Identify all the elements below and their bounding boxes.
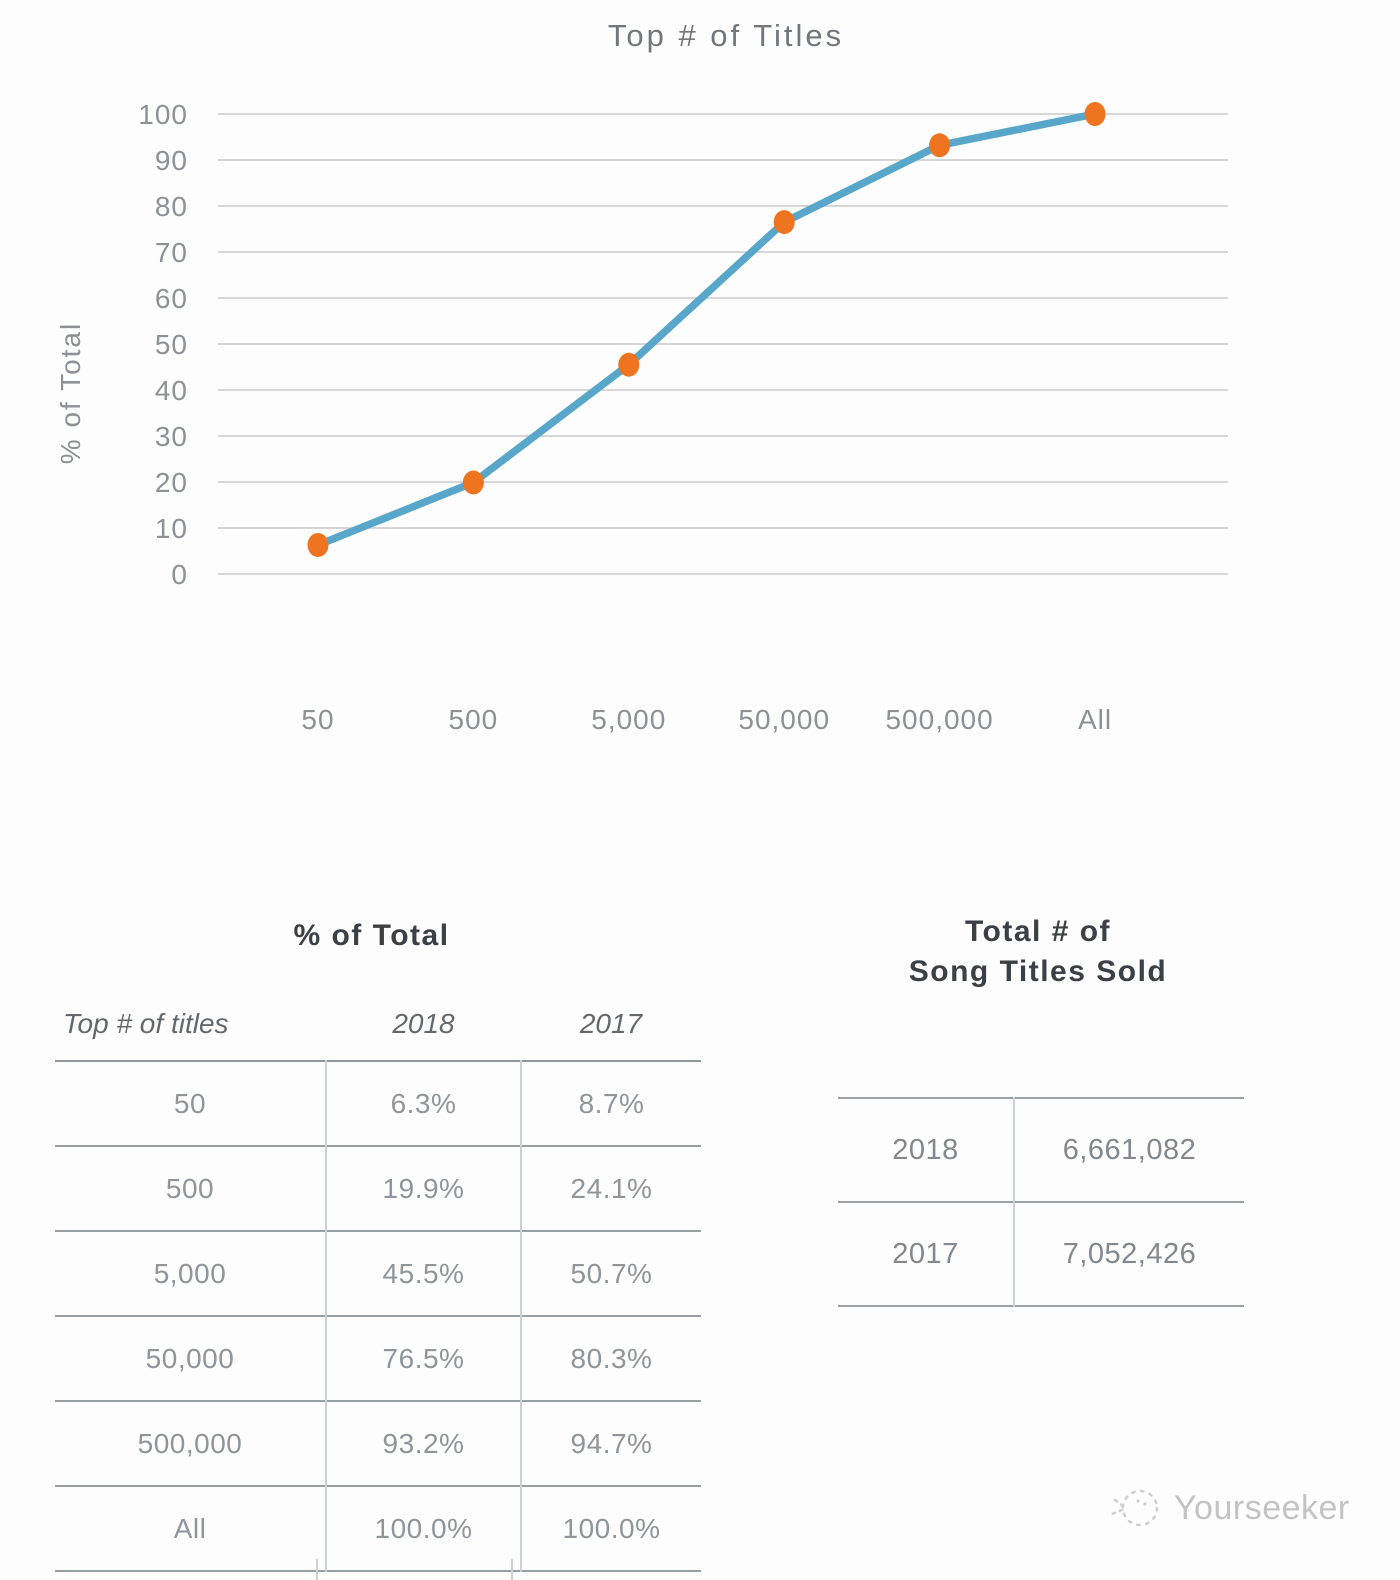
totals-title-line2: Song Titles Sold [908, 955, 1168, 988]
series-line-2018 [314, 110, 1099, 549]
col-header-top-titles: Top # of titles [63, 1008, 229, 1039]
table-cell: 5,000 [153, 1257, 227, 1289]
y-tick-label: 0 [171, 559, 188, 590]
table-cell: 19.9% [325, 1146, 521, 1231]
x-tick-label: All [1078, 704, 1112, 735]
col-header-2018: 2018 [392, 1008, 455, 1039]
table-cell: All [173, 1512, 207, 1544]
percent-table-row: 50 6.3% 8.7% [55, 1061, 701, 1146]
table-cell: 6,661,082 [1013, 1098, 1244, 1202]
table-cell: 94.7% [520, 1401, 701, 1486]
table-cell: 100.0% [520, 1486, 701, 1571]
col-header-2017: 2017 [579, 1008, 643, 1039]
table-cell: 50 [173, 1087, 207, 1119]
chart-canvas: 0 10 20 30 40 50 60 70 80 90 100 50 500 5,000 50,000 50… [55, 18, 1228, 735]
data-point-marker [307, 533, 329, 558]
table-cell: 50,000 [145, 1342, 235, 1374]
x-tick-label: 5,000 [591, 704, 666, 735]
titles-line-chart: 0 10 20 30 40 50 60 70 80 90 100 50 500 5,000 50,000 50… [55, 18, 1228, 735]
percent-of-total-table: Top # of titles 2018 2017 50 6.3% 8.7% 500 1… [55, 988, 701, 1572]
table-cell: 2018 [892, 1133, 959, 1166]
y-tick-label: 20 [155, 467, 188, 498]
x-tick-label: 500,000 [885, 704, 993, 735]
y-tick-label: 30 [155, 421, 188, 452]
percent-table-row: 500 19.9% 24.1% [55, 1146, 701, 1231]
table-cell: 500 [165, 1172, 215, 1204]
y-tick-label: 10 [155, 513, 188, 544]
x-tick-label: 50,000 [738, 704, 830, 735]
data-point-marker [618, 352, 640, 377]
y-tick-label: 90 [155, 145, 188, 176]
table-cell: 50.7% [520, 1231, 701, 1316]
y-tick-label: 60 [155, 283, 188, 314]
data-point-marker [462, 470, 484, 495]
table-cell: 2017 [892, 1237, 959, 1270]
totals-title-line1: Total # of [964, 915, 1112, 948]
y-tick-label: 50 [155, 329, 188, 360]
y-axis-label: % of Total [55, 322, 86, 464]
totals-table-row: 2017 7,052,426 [838, 1202, 1244, 1306]
table-cell: 7,052,426 [1013, 1202, 1244, 1306]
data-point-marker [929, 133, 951, 158]
watermark-text: Yourseeker [1174, 1488, 1350, 1527]
table-cell: 76.5% [325, 1316, 521, 1401]
percent-table-row: All 100.0% 100.0% [55, 1486, 701, 1571]
totals-table-row: 2018 6,661,082 [838, 1098, 1244, 1202]
data-point-marker [773, 210, 795, 235]
total-song-titles-table: 2018 6,661,082 2017 7,052,426 [838, 1097, 1244, 1307]
percent-table-title: % of Total [293, 919, 450, 952]
table-cell: 6.3% [325, 1061, 521, 1146]
dotted-circle-logo-icon [1110, 1489, 1159, 1527]
table-divider-extension [511, 1559, 513, 1580]
x-tick-label: 50 [301, 704, 334, 735]
totals-table-title: Total # of Song Titles Sold [838, 912, 1238, 992]
y-tick-label: 100 [138, 99, 188, 130]
percent-table-row: 5,000 45.5% 50.7% [55, 1231, 701, 1316]
table-cell: 80.3% [520, 1316, 701, 1401]
data-point-marker [1084, 102, 1106, 126]
x-tick-label: 500 [449, 704, 499, 735]
table-cell: 24.1% [520, 1146, 701, 1231]
table-cell: 45.5% [325, 1231, 521, 1316]
y-tick-label: 40 [155, 375, 188, 406]
table-cell: 100.0% [325, 1486, 521, 1571]
percent-table-header: Top # of titles 2018 2017 [55, 988, 701, 1061]
percent-table-row: 50,000 76.5% 80.3% [55, 1316, 701, 1401]
table-cell: 8.7% [520, 1061, 701, 1146]
watermark: Yourseeker [1108, 1478, 1388, 1538]
percent-table-row: 500,000 93.2% 94.7% [55, 1401, 701, 1486]
chart-title: Top # of Titles [608, 18, 844, 53]
table-cell: 93.2% [325, 1401, 521, 1486]
y-tick-label: 80 [155, 191, 188, 222]
table-cell: 500,000 [137, 1427, 243, 1459]
table-divider-extension [316, 1559, 318, 1580]
y-tick-label: 70 [155, 237, 188, 268]
